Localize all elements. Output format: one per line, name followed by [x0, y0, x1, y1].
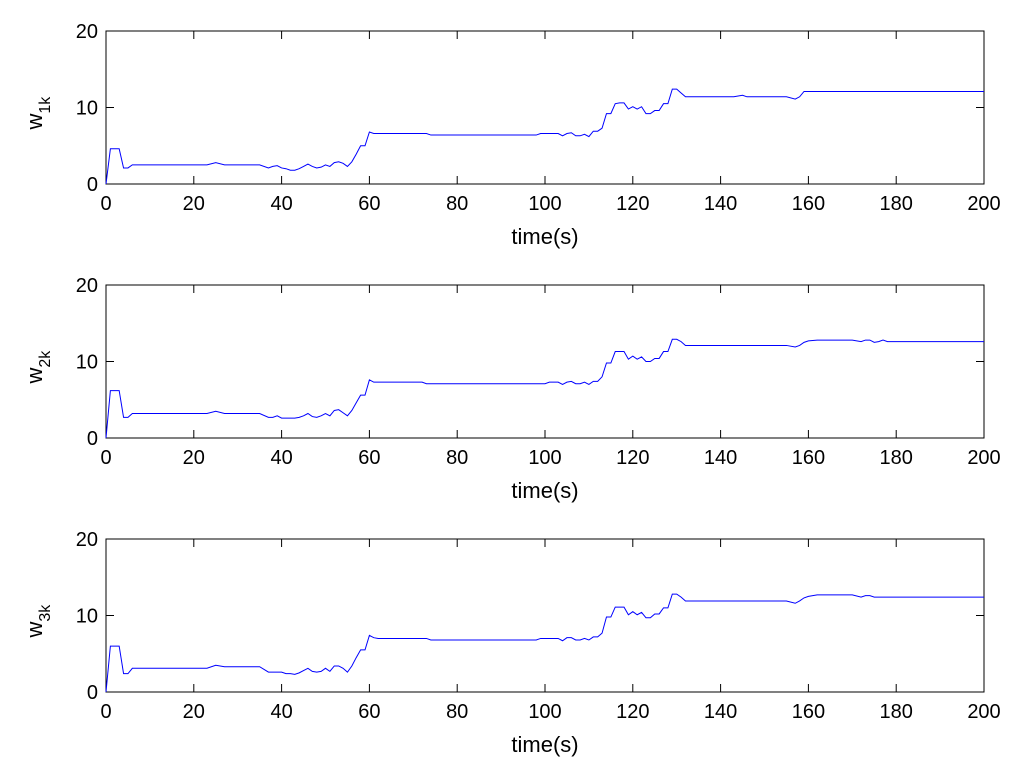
y-axis-label-subscript: 2k: [37, 350, 54, 368]
y-tick-label: 0: [87, 682, 98, 704]
x-axis-label: time(s): [511, 478, 578, 503]
x-tick-label: 140: [704, 447, 737, 469]
x-tick-label: 120: [616, 193, 649, 215]
x-tick-label: 100: [528, 701, 561, 723]
x-tick-label: 20: [183, 447, 205, 469]
x-tick-label: 80: [446, 193, 468, 215]
series-line-1: [105, 593, 984, 693]
x-tick-label: 80: [446, 701, 468, 723]
subplot-2: 0 20 40 60 80 100 120 140 160 180 200 0 10 20 time(s) w…: [22, 275, 1001, 503]
x-tick-label: 0: [100, 701, 111, 723]
y-tick-label: 0: [87, 174, 98, 196]
subplot-1: 0 20 40 60 80 100 120 140 160 180 200 0 10 20 time(s) w…: [22, 21, 1001, 249]
plot-area-box: [105, 284, 985, 439]
x-tick-label: 120: [616, 447, 649, 469]
x-tick-label: 100: [528, 447, 561, 469]
x-tick-label: 20: [183, 193, 205, 215]
x-tick-label: 40: [270, 701, 292, 723]
x-tick-label: 180: [880, 701, 913, 723]
series-line-1: [105, 338, 984, 439]
x-tick-label: 140: [704, 701, 737, 723]
x-tick-label: 60: [358, 193, 380, 215]
x-tick-label: 160: [792, 701, 825, 723]
series-line-1: [105, 88, 984, 185]
y-axis-label-main: w: [22, 368, 47, 385]
y-axis-label-subscript: 1k: [37, 96, 54, 114]
y-tick-label: 20: [76, 21, 98, 43]
y-tick-label: 0: [87, 428, 98, 450]
x-axis-label: time(s): [511, 732, 578, 757]
x-tick-label: 100: [528, 193, 561, 215]
x-tick-label: 200: [967, 701, 1000, 723]
y-axis-label-subscript: 3k: [37, 604, 54, 622]
y-axis-label: w2k: [22, 350, 54, 385]
y-axis-label-main: w: [22, 114, 47, 131]
y-axis-label-main: w: [22, 622, 47, 639]
x-tick-label: 180: [880, 193, 913, 215]
y-axis-label: w3k: [22, 604, 54, 639]
x-axis-label: time(s): [511, 224, 578, 249]
x-tick-label: 160: [792, 447, 825, 469]
x-tick-label: 0: [100, 193, 111, 215]
x-tick-label: 0: [100, 447, 111, 469]
x-tick-label: 80: [446, 447, 468, 469]
x-tick-label: 60: [358, 447, 380, 469]
x-tick-label: 120: [616, 701, 649, 723]
plot-area-box: [105, 538, 985, 693]
x-tick-label: 40: [270, 447, 292, 469]
y-tick-label: 20: [76, 275, 98, 297]
y-axis-label: w1k: [22, 96, 54, 131]
x-tick-label: 160: [792, 193, 825, 215]
x-tick-label: 180: [880, 447, 913, 469]
y-tick-label: 10: [76, 352, 98, 374]
x-tick-label: 20: [183, 701, 205, 723]
y-tick-label: 10: [76, 98, 98, 120]
y-tick-label: 10: [76, 606, 98, 628]
subplot-3: 0 20 40 60 80 100 120 140 160 180 200 0 10 20 time(s) w…: [22, 529, 1001, 757]
x-tick-label: 60: [358, 701, 380, 723]
y-tick-label: 20: [76, 529, 98, 551]
x-tick-label: 200: [967, 193, 1000, 215]
x-tick-label: 140: [704, 193, 737, 215]
plot-area-box: [105, 30, 985, 185]
x-tick-label: 40: [270, 193, 292, 215]
x-tick-label: 200: [967, 447, 1000, 469]
